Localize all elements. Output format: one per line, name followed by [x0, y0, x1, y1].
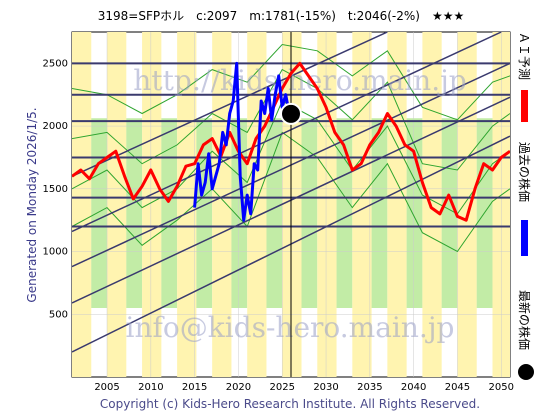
legend: ＡＩ予測 過去の株価 最新の株価 [517, 32, 534, 380]
trend-line [72, 32, 502, 233]
watermark-url: http://kids-hero.main.jp [133, 64, 466, 97]
band-green [91, 118, 108, 308]
band-green [266, 118, 283, 308]
legend-ai-forecast-label: ＡＩ予測 [517, 32, 531, 80]
latest-price-dot [280, 102, 302, 125]
legend-past-price-swatch [521, 220, 528, 256]
legend-past-price-label: 過去の株価 [517, 142, 532, 202]
ai-forecast-line [72, 61, 510, 222]
x-tick-label: 2045 [445, 382, 470, 393]
x-axis-ticks: 2005 2010 2015 2020 2025 2030 2035 2040 2045 2050 [94, 382, 514, 393]
band-green [126, 118, 143, 308]
x-tick-label: 2030 [313, 382, 338, 393]
legend-latest-price-dot [518, 364, 534, 380]
band-light [492, 32, 510, 377]
band-green [441, 118, 458, 308]
band-green [336, 118, 353, 308]
legend-ai-forecast-swatch [521, 90, 528, 122]
green-band-lines [72, 43, 510, 253]
forecast-bands [72, 32, 510, 377]
watermark-email: info@kids-hero.main.jp [126, 311, 455, 344]
green-envelope-line [72, 131, 510, 253]
copyright-footer: Copyright (c) Kids-Hero Research Institu… [100, 397, 480, 411]
y-axis-ticks: 500 1000 1500 2000 2500 [43, 58, 68, 320]
past-price-line [193, 61, 291, 222]
band-light [422, 32, 442, 377]
band-light [177, 32, 197, 377]
y-tick-label: 2500 [43, 58, 68, 69]
band-green [196, 118, 213, 308]
band-light [212, 32, 232, 377]
x-tick-label: 2040 [401, 382, 426, 393]
x-tick-label: 2035 [357, 382, 382, 393]
band-light [142, 32, 162, 377]
band-green [301, 118, 318, 308]
x-tick-label: 2020 [226, 382, 251, 393]
y-tick-label: 1000 [43, 247, 68, 258]
band-light [72, 32, 92, 377]
band-light [352, 32, 372, 377]
generated-date-label: Generated on Monday 2026/1/5. [25, 107, 39, 302]
band-light [457, 32, 477, 377]
legend-latest-price-label: 最新の株価 [517, 290, 532, 350]
x-tick-label: 2010 [138, 382, 163, 393]
green-envelope-line [72, 68, 510, 171]
trend-line [72, 32, 388, 177]
x-tick-label: 2050 [489, 382, 514, 393]
band-green [161, 118, 178, 308]
band-light [107, 32, 127, 377]
plot-area: http://kids-hero.main.jp info@kids-hero.… [72, 32, 510, 377]
band-light [317, 32, 337, 377]
band-green [371, 118, 388, 308]
chart-title: 3198=SFPホル c:2097 m:1781(-15%) t:2046(-2… [98, 9, 464, 23]
x-tick-label: 2025 [270, 382, 295, 393]
x-tick-label: 2015 [182, 382, 207, 393]
y-tick-label: 1500 [43, 184, 68, 195]
y-tick-label: 500 [49, 309, 68, 320]
x-tick-label: 2005 [94, 382, 119, 393]
band-green [231, 118, 248, 308]
green-envelope-line [72, 43, 510, 121]
y-tick-label: 2000 [43, 121, 68, 132]
